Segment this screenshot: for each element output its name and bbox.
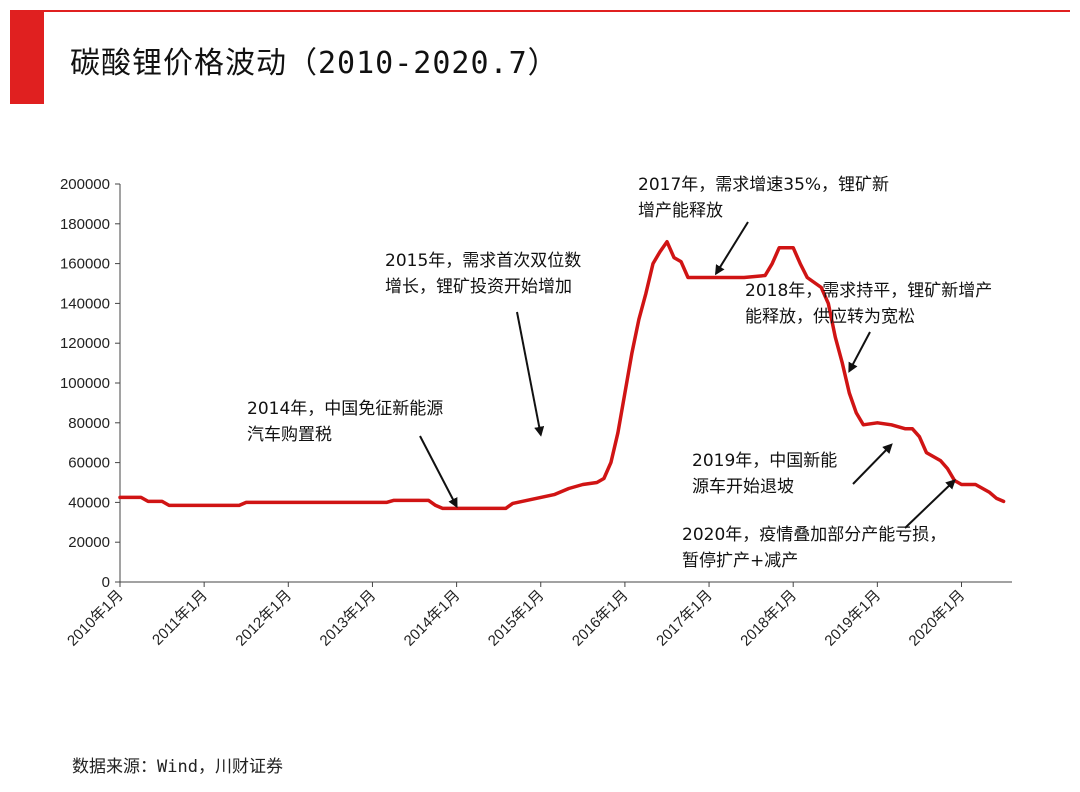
header-rule [44,10,1070,12]
annotation-text: 源车开始退坡 [692,477,794,497]
x-tick-label: 2020年1月 [906,587,969,650]
annotation-text: 2018年，需求持平，锂矿新增产 [745,281,992,301]
annotation-arrow [419,435,458,509]
y-tick-label: 200000 [60,176,110,193]
y-tick-label: 0 [102,574,110,591]
annotation-arrow [904,479,956,529]
annotation-text: 2015年，需求首次双位数 [385,251,581,271]
x-tick-label: 2017年1月 [653,587,716,650]
x-tick-label: 2010年1月 [64,587,127,650]
x-tick-label: 2018年1月 [737,587,800,650]
y-tick-label: 100000 [60,375,110,392]
y-tick-label: 140000 [60,295,110,312]
data-source-note: 数据来源：Wind，川财证券 [72,757,283,777]
annotation-text: 增产能释放 [638,201,723,221]
annotation-arrow [848,331,871,373]
annotation-text: 能释放，供应转为宽松 [745,307,915,327]
annotation-text: 2017年，需求增速35%，锂矿新 [638,175,889,195]
y-tick-label: 60000 [68,455,110,472]
y-tick-label: 20000 [68,534,110,551]
x-tick-label: 2015年1月 [485,587,548,650]
y-tick-label: 180000 [60,216,110,233]
x-tick-label: 2016年1月 [569,587,632,650]
y-tick-label: 80000 [68,415,110,432]
annotation-arrow [715,221,749,276]
annotation-arrow [516,311,545,437]
y-tick-label: 40000 [68,494,110,511]
x-tick-label: 2013年1月 [317,587,380,650]
annotation-text: 汽车购置税 [247,425,332,445]
annotation-text: 暂停扩产+减产 [682,551,798,571]
annotation-layer: 2014年，中国免征新能源汽车购置税2015年，需求首次双位数增长，锂矿投资开始… [247,175,992,571]
x-tick-label: 2019年1月 [821,587,884,650]
y-tick-label: 160000 [60,256,110,273]
annotation-arrow [852,443,893,485]
title-accent-bar [10,10,44,104]
x-tick-label: 2014年1月 [401,587,464,650]
series-layer [118,239,1006,511]
x-tick-label: 2011年1月 [149,587,211,649]
annotation: 2020年，疫情叠加部分产能亏损， 暂停扩产+减产 [682,479,956,571]
x-tick-label: 2012年1月 [232,587,295,650]
page-title: 碳酸锂价格波动（2010-2020.7） [70,46,559,81]
annotation-text: 2019年，中国新能 [692,451,837,471]
annotation-text: 2014年，中国免征新能源 [247,399,443,419]
annotation-text: 增长，锂矿投资开始增加 [385,277,572,297]
y-tick-label: 120000 [60,335,110,352]
annotation-text: 2020年，疫情叠加部分产能亏损， [682,525,946,545]
series-line [118,239,1006,511]
